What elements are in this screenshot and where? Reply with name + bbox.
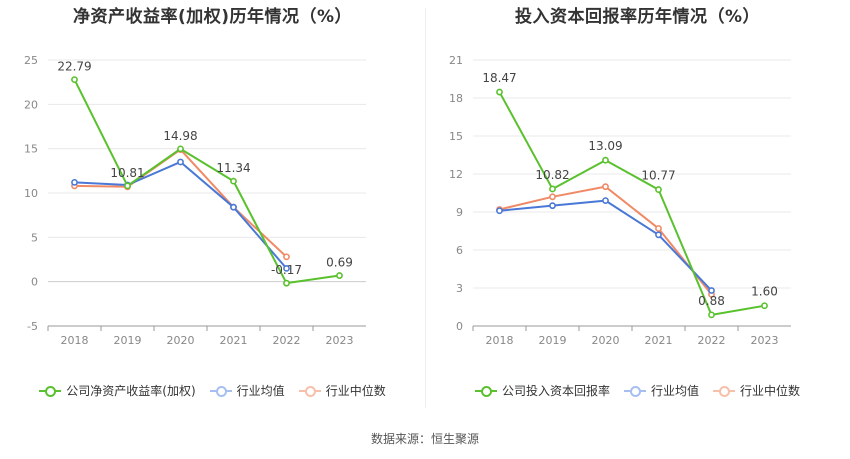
y-tick-label: 15 xyxy=(449,130,463,143)
data-point-company[interactable] xyxy=(124,182,131,190)
series-line-company xyxy=(498,91,765,316)
legend-median-label: 行业中位数 xyxy=(325,384,386,398)
legend-avg-marker-icon xyxy=(623,385,646,397)
x-tick-label: 2019 xyxy=(539,334,567,347)
data-point-avg[interactable] xyxy=(496,207,503,215)
x-tick-label: 2022 xyxy=(698,334,726,347)
legend-avg-label: 行业均值 xyxy=(236,384,285,398)
data-label: 10.82 xyxy=(535,168,569,182)
roic-chart: 0 3 6 9 12 15 18 21 2018 2019 2020 2021 2022 2023 18.4… xyxy=(449,54,791,347)
data-label: 0.88 xyxy=(698,294,725,308)
data-label: 22.79 xyxy=(57,60,91,74)
x-tick-label: 2019 xyxy=(114,334,142,347)
legend-company-label: 公司净资产收益率(加权) xyxy=(66,384,196,398)
x-tick-label: 2020 xyxy=(167,334,195,347)
data-point-avg[interactable] xyxy=(602,197,609,204)
data-point-median[interactable] xyxy=(602,183,609,191)
roe-chart: -5 0 5 10 15 20 25 2018 2019 2020 2021 2022 2023 22.7… xyxy=(24,54,366,347)
x-tick-label: 2021 xyxy=(220,334,248,347)
data-point-avg[interactable] xyxy=(71,178,78,186)
data-label: 10.77 xyxy=(641,169,675,183)
data-point-avg[interactable] xyxy=(708,287,715,294)
data-label: 11.34 xyxy=(216,161,250,175)
legend-item-company-roe[interactable]: 公司净资产收益率(加权) xyxy=(39,382,196,399)
legend-avg-marker-icon xyxy=(209,385,232,397)
data-point-company[interactable] xyxy=(230,177,237,185)
y-tick-label: 25 xyxy=(24,54,38,67)
legend-company-marker-icon xyxy=(474,385,497,397)
roe-chart-panel: -5 0 5 10 15 20 25 2018 2019 2020 2021 2022 2023 22.7… xyxy=(0,0,425,410)
y-tick-label: -5 xyxy=(27,320,38,333)
data-label: -0.17 xyxy=(271,263,302,277)
data-point-avg[interactable] xyxy=(655,231,662,239)
data-point-median[interactable] xyxy=(283,253,290,261)
y-tick-label: 18 xyxy=(449,92,463,105)
roic-chart-legend: 公司投入资本回报率 行业均值 行业中位数 xyxy=(425,382,850,399)
legend-median-marker-icon xyxy=(298,385,321,397)
series-line-company xyxy=(73,79,340,285)
data-label: 10.81 xyxy=(110,166,144,180)
data-point-company[interactable] xyxy=(336,272,343,279)
data-point-company[interactable] xyxy=(177,145,184,153)
y-tick-label: 0 xyxy=(31,276,38,289)
x-tick-label: 2023 xyxy=(326,334,354,347)
data-point-company[interactable] xyxy=(283,279,290,287)
y-tick-label: 10 xyxy=(24,187,38,200)
y-tick-label: 5 xyxy=(31,231,38,244)
legend-avg-label: 行业均值 xyxy=(650,384,699,398)
y-tick-label: 21 xyxy=(449,54,463,67)
data-point-avg[interactable] xyxy=(177,158,184,166)
data-point-company[interactable] xyxy=(496,88,503,96)
data-point-company[interactable] xyxy=(71,76,78,83)
y-tick-label: 12 xyxy=(449,168,463,181)
legend-median-label: 行业中位数 xyxy=(740,384,801,398)
roic-chart-title: 投入资本回报率历年情况（%） xyxy=(514,7,761,27)
panel-divider xyxy=(425,8,426,408)
series-line-avg xyxy=(74,160,288,270)
data-label: 13.09 xyxy=(588,139,622,153)
y-tick-label: 15 xyxy=(24,143,38,156)
roic-chart-panel: 0 3 6 9 12 15 18 21 2018 2019 2020 2021 2022 2023 18.4… xyxy=(425,0,850,410)
data-label: 0.69 xyxy=(326,256,353,270)
x-tick-label: 2022 xyxy=(273,334,301,347)
y-tick-label: 3 xyxy=(456,282,463,295)
legend-company-label: 公司投入资本回报率 xyxy=(501,384,610,398)
data-point-company[interactable] xyxy=(708,311,715,319)
data-label: 18.47 xyxy=(482,71,516,85)
x-tick-label: 2020 xyxy=(592,334,620,347)
data-source-note: 数据来源：恒生聚源 xyxy=(370,432,479,446)
data-point-avg[interactable] xyxy=(283,264,290,272)
y-tick-label: 6 xyxy=(456,244,463,257)
data-label: 14.98 xyxy=(163,129,197,143)
legend-item-industry-median[interactable]: 行业中位数 xyxy=(713,382,800,399)
roe-chart-legend: 公司净资产收益率(加权) 行业均值 行业中位数 xyxy=(0,382,425,399)
x-tick-label: 2018 xyxy=(61,334,89,347)
data-point-avg[interactable] xyxy=(230,203,237,211)
data-point-median[interactable] xyxy=(549,193,556,201)
legend-item-industry-median[interactable]: 行业中位数 xyxy=(298,382,386,399)
data-point-median[interactable] xyxy=(655,225,662,232)
data-point-company[interactable] xyxy=(602,156,609,164)
x-tick-label: 2018 xyxy=(486,334,514,347)
y-tick-label: 0 xyxy=(456,320,463,333)
legend-company-marker-icon xyxy=(39,385,62,397)
data-point-company[interactable] xyxy=(549,185,556,193)
x-tick-label: 2023 xyxy=(751,334,779,347)
series-line-avg xyxy=(499,199,713,292)
data-point-company[interactable] xyxy=(655,186,662,193)
legend-item-company-roic[interactable]: 公司投入资本回报率 xyxy=(474,382,610,399)
series-line-median xyxy=(74,148,288,258)
y-tick-label: 9 xyxy=(456,206,463,219)
legend-item-industry-avg[interactable]: 行业均值 xyxy=(623,382,699,399)
legend-item-industry-avg[interactable]: 行业均值 xyxy=(209,382,285,399)
y-tick-label: 20 xyxy=(24,98,38,111)
data-point-company[interactable] xyxy=(761,302,768,310)
data-point-avg[interactable] xyxy=(549,202,556,210)
x-tick-label: 2021 xyxy=(645,334,673,347)
data-label: 1.60 xyxy=(751,285,778,299)
roe-chart-title: 净资产收益率(加权)历年情况（%） xyxy=(72,7,353,27)
legend-median-marker-icon xyxy=(713,385,735,397)
